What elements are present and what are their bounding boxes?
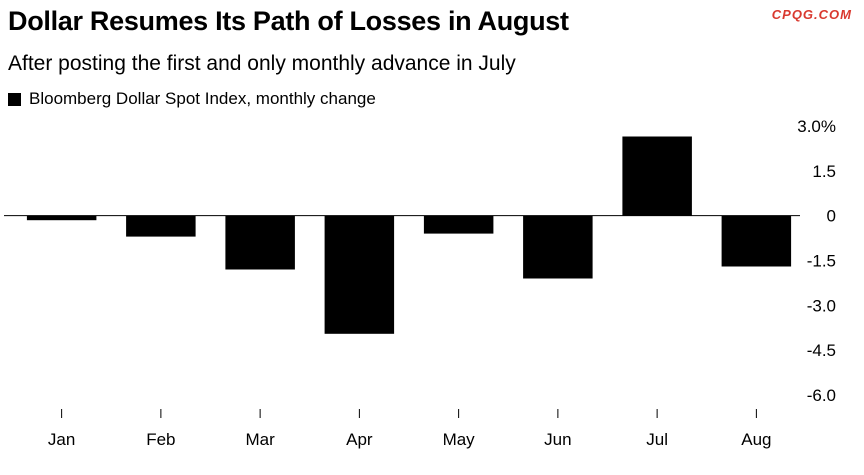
bar-may	[423, 215, 494, 234]
chart-subtitle: After posting the first and only monthly…	[8, 52, 516, 75]
x-tick-label: Aug	[741, 430, 771, 449]
watermark: CPQG.COM	[771, 7, 852, 22]
y-tick-label: 0	[827, 207, 836, 226]
bar-mar	[225, 215, 295, 270]
legend-label: Bloomberg Dollar Spot Index, monthly cha…	[29, 89, 376, 108]
bar-jun	[523, 215, 593, 279]
legend-swatch	[8, 92, 21, 106]
bar-aug	[721, 215, 792, 267]
x-tick-label: Apr	[346, 430, 373, 449]
x-tick-label: Jul	[646, 430, 668, 449]
x-tick-label: Jan	[48, 430, 75, 449]
legend: Bloomberg Dollar Spot Index, monthly cha…	[8, 89, 376, 109]
bar-jul	[622, 136, 692, 216]
bar-apr	[324, 215, 395, 334]
chart-title: Dollar Resumes Its Path of Losses in Aug…	[8, 6, 569, 36]
x-tick-label: May	[443, 430, 476, 449]
bar-jan	[26, 215, 97, 221]
y-tick-label: -1.5	[807, 252, 836, 271]
x-tick-label: Feb	[146, 430, 175, 449]
x-tick-label: Jun	[544, 430, 571, 449]
y-tick-label: -4.5	[807, 341, 836, 360]
y-tick-label: -6.0	[807, 386, 836, 405]
y-tick-label: -3.0	[807, 296, 836, 315]
bar-feb	[126, 215, 196, 237]
x-tick-label: Mar	[245, 430, 275, 449]
y-tick-label: 3.0%	[797, 117, 836, 136]
y-tick-label: 1.5	[812, 162, 836, 181]
